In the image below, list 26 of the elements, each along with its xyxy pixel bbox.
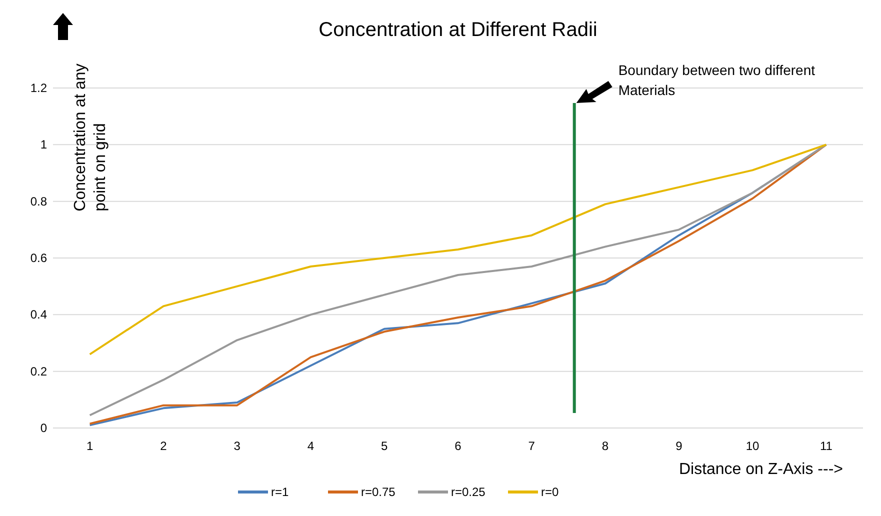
legend-label: r=0.25 xyxy=(451,485,486,499)
y-axis-title: Concentration at any point on grid xyxy=(72,64,109,212)
x-tick-label: 8 xyxy=(602,439,609,453)
legend-label: r=0.75 xyxy=(361,485,396,499)
x-tick-label: 6 xyxy=(454,439,462,453)
x-tick-label: 4 xyxy=(307,439,314,453)
x-tick-label: 11 xyxy=(820,439,833,453)
x-tick-label: 5 xyxy=(381,439,388,453)
legend-label: r=0 xyxy=(541,485,560,499)
y-tick-label: 1.2 xyxy=(30,81,48,95)
y-tick-label: 1 xyxy=(40,138,48,152)
x-tick-label: 10 xyxy=(746,439,760,453)
x-tick-label: 3 xyxy=(234,439,241,453)
y-tick-label: 0.8 xyxy=(30,194,48,208)
legend-label: r=1 xyxy=(271,485,290,499)
chart-title: Concentration at Different Radii xyxy=(318,19,598,41)
annotation: Boundary between two different Materials xyxy=(618,62,816,98)
x-tick-label: 9 xyxy=(676,439,683,453)
y-tick-label: 0.6 xyxy=(30,251,48,265)
y-tick-label: 0.2 xyxy=(30,364,48,378)
y-tick-label: 0.4 xyxy=(30,308,48,322)
x-tick-label: 1 xyxy=(86,439,94,453)
x-axis-title: Distance on Z-Axis ---> xyxy=(678,461,843,478)
y-tick-label: 0 xyxy=(40,421,48,435)
x-tick-label: 2 xyxy=(160,439,168,453)
x-tick-label: 7 xyxy=(528,439,536,453)
